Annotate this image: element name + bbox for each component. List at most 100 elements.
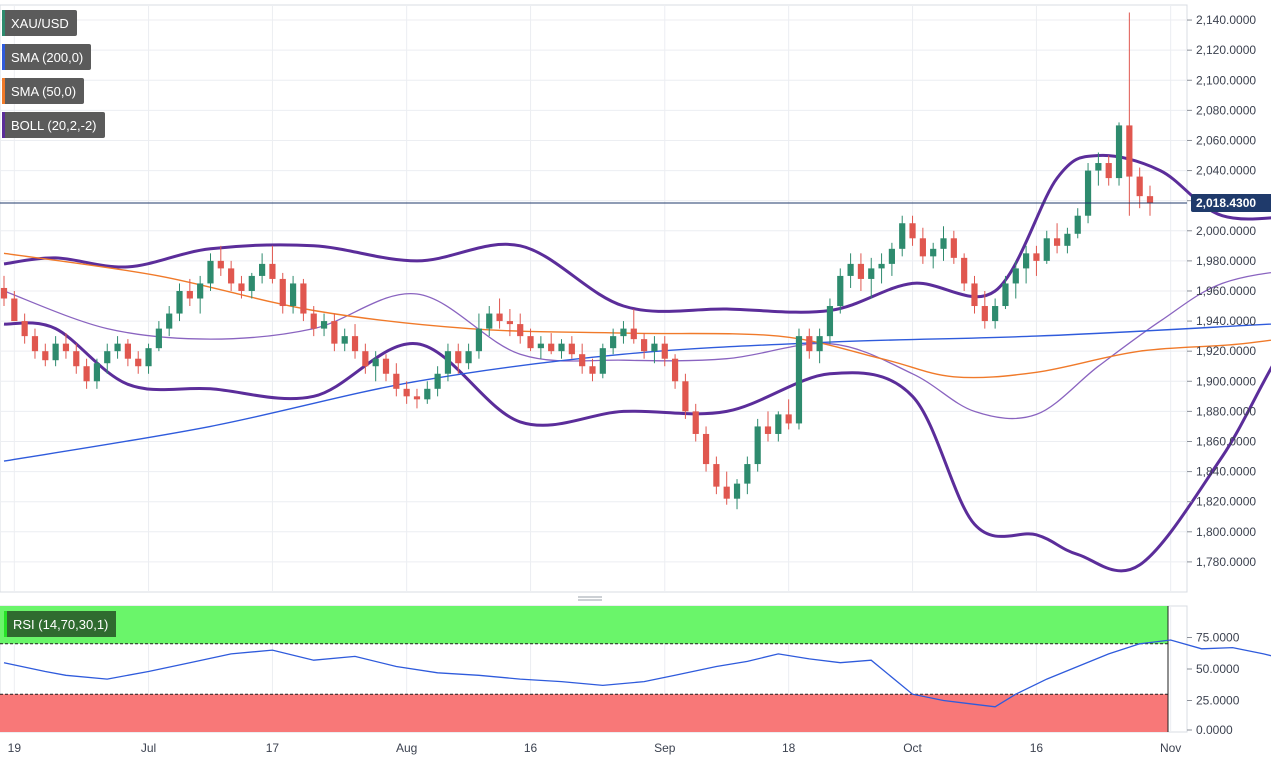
candle-body <box>981 306 988 322</box>
rsi-bands <box>0 606 1169 732</box>
candle <box>620 321 627 344</box>
candle <box>114 336 121 359</box>
candle <box>21 313 28 344</box>
candle-body <box>930 248 937 257</box>
candle-body <box>1146 196 1154 204</box>
candle-body <box>197 283 204 299</box>
candle <box>320 313 328 337</box>
candle-body <box>1084 170 1092 216</box>
price-tick-label: 2,120.0000 <box>1196 43 1256 57</box>
candle-body <box>579 354 586 367</box>
candle-body <box>785 414 792 424</box>
candle-body <box>506 321 513 325</box>
candle-body <box>1053 238 1061 246</box>
pane-divider[interactable] <box>578 596 602 601</box>
candle-body <box>940 238 947 249</box>
candle <box>847 253 854 288</box>
price-tick-label: 1,920.0000 <box>1196 344 1256 358</box>
candle <box>135 351 142 374</box>
candle-body <box>909 223 916 239</box>
last-price-label: 2,018.4300 <box>1196 196 1256 210</box>
candle-body <box>723 486 730 499</box>
candle-body <box>888 248 895 264</box>
candle-body <box>300 283 307 314</box>
price-tick-label: 1,780.0000 <box>1196 555 1256 569</box>
legend-sma50[interactable]: SMA (50,0) <box>2 78 85 104</box>
candle <box>351 324 359 359</box>
candle-body <box>754 426 761 465</box>
rsi-line <box>3 639 1271 708</box>
candle <box>971 275 978 314</box>
candle-body <box>1002 283 1009 307</box>
candle-body <box>1033 253 1040 261</box>
legend-bollinger[interactable]: BOLL (20,2,-2) <box>2 112 105 138</box>
candle-body <box>52 343 59 361</box>
candlesticks <box>0 12 1154 510</box>
legend-symbol[interactable]: XAU/USD <box>2 10 77 36</box>
symbol-label: XAU/USD <box>11 15 69 31</box>
price-tick-label: 2,000.0000 <box>1196 224 1256 238</box>
candle <box>806 328 813 359</box>
candle <box>197 275 204 314</box>
candle-body <box>548 343 555 352</box>
candle <box>1126 12 1133 216</box>
candle-body <box>764 426 772 434</box>
candle <box>331 313 338 352</box>
candle-body <box>372 358 379 367</box>
candle <box>558 339 565 359</box>
candle <box>413 388 421 409</box>
candle <box>1115 122 1123 186</box>
candle-body <box>83 366 90 382</box>
date-tick-label: 18 <box>782 741 796 755</box>
candle <box>403 381 410 404</box>
candle <box>795 328 803 430</box>
candle-body <box>393 373 400 389</box>
price-axis: 2,140.0000 2,120.0000 2,100.0000 2,080.0000… <box>1187 13 1271 569</box>
price-tick-label: 1,860.0000 <box>1196 434 1256 448</box>
candle-body <box>279 278 286 307</box>
candle <box>1033 245 1040 276</box>
price-tick-label: 2,100.0000 <box>1196 73 1256 87</box>
candle-body <box>207 260 214 284</box>
candle <box>73 343 80 374</box>
rsi-axis: 75.0000 50.0000 25.0000 0.0000 <box>1187 631 1240 737</box>
candle-body <box>104 351 111 364</box>
candle-body <box>486 313 493 329</box>
legend-rsi[interactable]: RSI (14,70,30,1) <box>4 611 117 637</box>
candle <box>527 328 534 352</box>
candle <box>713 456 720 495</box>
candle <box>42 343 49 367</box>
candle-body <box>589 366 596 374</box>
candle <box>899 215 906 257</box>
candle-body <box>1126 125 1133 177</box>
candle-body <box>341 336 348 344</box>
rsi-label: RSI (14,70,30,1) <box>13 616 109 632</box>
candle-body <box>114 343 121 352</box>
candle-body <box>362 351 369 367</box>
candle <box>248 272 255 299</box>
candle-body <box>702 433 710 465</box>
date-tick-label: 16 <box>524 741 538 755</box>
price-tick-label: 1,900.0000 <box>1196 374 1256 388</box>
candle-body <box>166 313 173 329</box>
candle <box>1136 167 1143 209</box>
candle <box>723 471 730 505</box>
candle <box>1002 275 1009 310</box>
candle <box>1074 208 1081 239</box>
rsi-tick-label: 50.0000 <box>1196 662 1240 676</box>
candle-body <box>795 336 803 424</box>
price-tick-label: 2,060.0000 <box>1196 133 1256 147</box>
sma200-line <box>3 323 1271 462</box>
candle-body <box>517 324 524 337</box>
candle-body <box>176 290 183 314</box>
candle-body <box>217 260 224 269</box>
legend-sma200[interactable]: SMA (200,0) <box>2 44 92 70</box>
moving-averages <box>3 252 1271 462</box>
candle-body <box>331 321 338 344</box>
candle-body <box>1095 163 1102 171</box>
candle-body <box>0 287 8 299</box>
rsi-oversold-zone <box>0 694 1168 732</box>
candle <box>506 309 513 337</box>
candle <box>31 328 39 359</box>
candle <box>857 253 865 291</box>
